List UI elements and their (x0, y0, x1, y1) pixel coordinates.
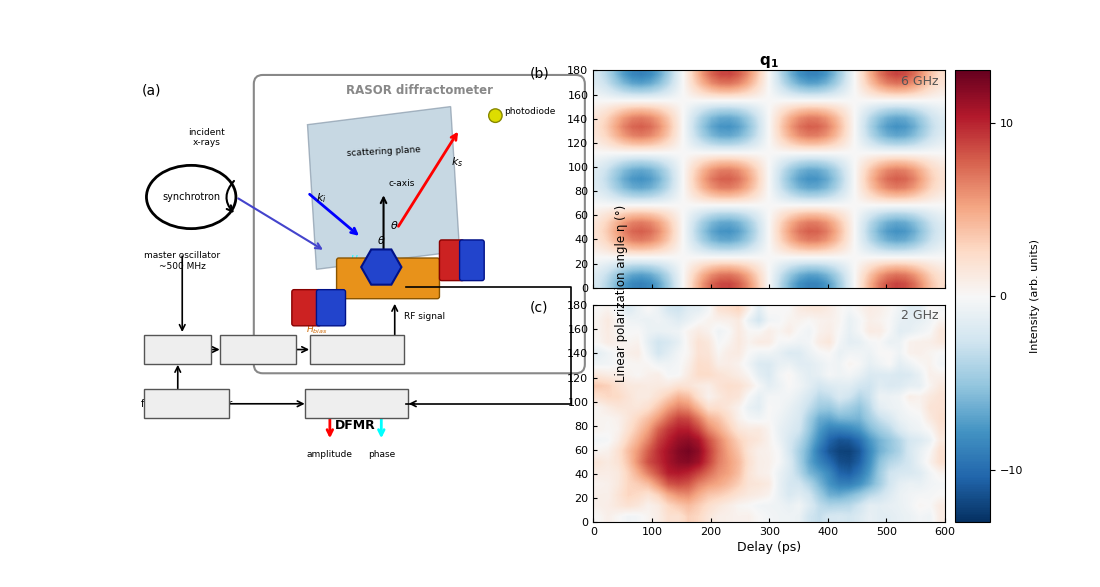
Text: mode A: mode A (953, 392, 962, 435)
FancyBboxPatch shape (144, 389, 229, 419)
Text: incident
x-rays: incident x-rays (188, 128, 226, 147)
FancyBboxPatch shape (310, 335, 404, 364)
Text: Linear polarization angle η (°): Linear polarization angle η (°) (615, 205, 628, 382)
Text: scattering plane: scattering plane (346, 146, 420, 158)
FancyBboxPatch shape (317, 289, 345, 326)
Text: (c): (c) (530, 301, 549, 315)
Text: synchrotron: synchrotron (162, 192, 220, 202)
X-axis label: Delay (ps): Delay (ps) (737, 541, 801, 555)
Text: $k_s$: $k_s$ (451, 156, 463, 169)
Ellipse shape (146, 166, 235, 228)
Title: $\mathbf{q_1}$: $\mathbf{q_1}$ (759, 54, 779, 70)
Text: (a): (a) (142, 84, 162, 98)
Text: master oscillator
~500 MHz: master oscillator ~500 MHz (144, 251, 220, 271)
FancyBboxPatch shape (460, 240, 484, 281)
Text: phase: phase (367, 450, 395, 459)
Text: $k_i$: $k_i$ (317, 191, 327, 205)
FancyBboxPatch shape (292, 289, 321, 326)
Text: mode B: mode B (953, 158, 962, 201)
Circle shape (488, 109, 502, 123)
Text: RF signal: RF signal (404, 312, 444, 321)
Text: DFMR: DFMR (336, 419, 376, 432)
Text: 2 GHz: 2 GHz (901, 309, 938, 322)
Text: photodiode: photodiode (504, 107, 556, 116)
FancyBboxPatch shape (337, 258, 440, 299)
Text: $H_{RF}$: $H_{RF}$ (350, 254, 367, 266)
FancyBboxPatch shape (220, 335, 296, 364)
Text: sample: sample (364, 262, 398, 272)
Text: $\theta$: $\theta$ (377, 234, 385, 247)
Text: $\theta$: $\theta$ (390, 218, 399, 231)
Text: waveguide: waveguide (381, 276, 431, 285)
Polygon shape (308, 107, 460, 269)
FancyBboxPatch shape (144, 335, 211, 364)
Text: (b): (b) (530, 66, 550, 80)
Text: amplitude: amplitude (307, 450, 353, 459)
FancyBboxPatch shape (440, 240, 464, 281)
Text: comb generator: comb generator (318, 345, 396, 355)
Text: function generator: function generator (141, 399, 232, 409)
Text: 6 GHz: 6 GHz (901, 75, 938, 88)
Text: $H_{bias}$: $H_{bias}$ (306, 323, 327, 336)
Text: N: N (327, 303, 334, 313)
FancyBboxPatch shape (254, 75, 585, 373)
FancyBboxPatch shape (306, 389, 408, 419)
Text: S: S (302, 303, 310, 313)
Text: RASOR diffractometer: RASOR diffractometer (345, 84, 493, 97)
Text: lock-in amplifier: lock-in amplifier (318, 399, 396, 409)
Text: c-axis: c-axis (388, 178, 415, 188)
Text: switch: switch (162, 345, 194, 355)
Text: S: S (449, 256, 454, 265)
Text: N: N (469, 256, 475, 265)
Y-axis label: Intensity (arb. units): Intensity (arb. units) (1030, 239, 1040, 353)
Text: delay line: delay line (234, 345, 282, 355)
